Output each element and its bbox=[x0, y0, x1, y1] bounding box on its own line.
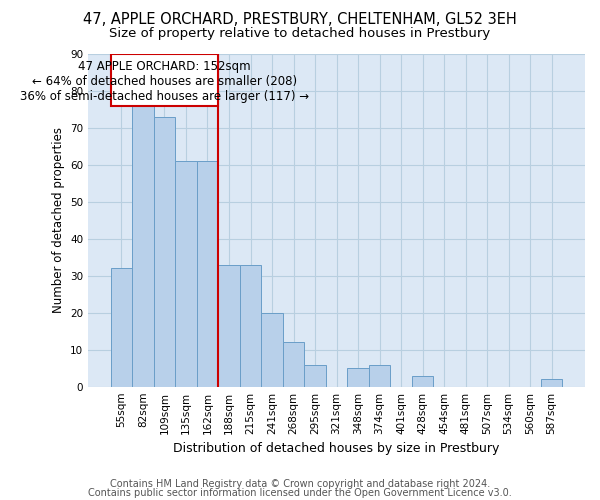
Bar bbox=[304, 364, 326, 386]
Bar bbox=[541, 380, 562, 386]
FancyBboxPatch shape bbox=[110, 54, 218, 106]
Bar bbox=[412, 376, 433, 386]
Text: 36% of semi-detached houses are larger (117) →: 36% of semi-detached houses are larger (… bbox=[20, 90, 309, 103]
Bar bbox=[218, 264, 240, 386]
X-axis label: Distribution of detached houses by size in Prestbury: Distribution of detached houses by size … bbox=[173, 442, 500, 455]
Bar bbox=[110, 268, 132, 386]
Bar bbox=[154, 117, 175, 386]
Text: ← 64% of detached houses are smaller (208): ← 64% of detached houses are smaller (20… bbox=[32, 75, 297, 88]
Bar bbox=[261, 313, 283, 386]
Bar bbox=[175, 161, 197, 386]
Bar bbox=[197, 161, 218, 386]
Bar bbox=[240, 264, 261, 386]
Bar bbox=[369, 364, 391, 386]
Text: Contains public sector information licensed under the Open Government Licence v3: Contains public sector information licen… bbox=[88, 488, 512, 498]
Bar bbox=[283, 342, 304, 386]
Text: 47, APPLE ORCHARD, PRESTBURY, CHELTENHAM, GL52 3EH: 47, APPLE ORCHARD, PRESTBURY, CHELTENHAM… bbox=[83, 12, 517, 28]
Bar bbox=[132, 106, 154, 386]
Bar bbox=[347, 368, 369, 386]
Text: Contains HM Land Registry data © Crown copyright and database right 2024.: Contains HM Land Registry data © Crown c… bbox=[110, 479, 490, 489]
Text: 47 APPLE ORCHARD: 152sqm: 47 APPLE ORCHARD: 152sqm bbox=[78, 60, 251, 74]
Y-axis label: Number of detached properties: Number of detached properties bbox=[52, 128, 65, 314]
Text: Size of property relative to detached houses in Prestbury: Size of property relative to detached ho… bbox=[109, 28, 491, 40]
